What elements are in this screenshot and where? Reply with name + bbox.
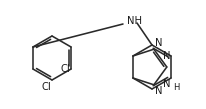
Text: H: H [173, 83, 179, 92]
Text: NH: NH [127, 16, 142, 26]
Text: N: N [163, 51, 170, 61]
Text: N: N [155, 86, 162, 96]
Text: N: N [163, 79, 170, 89]
Text: Cl: Cl [41, 82, 51, 91]
Text: N: N [155, 38, 162, 48]
Text: Cl: Cl [60, 64, 70, 74]
